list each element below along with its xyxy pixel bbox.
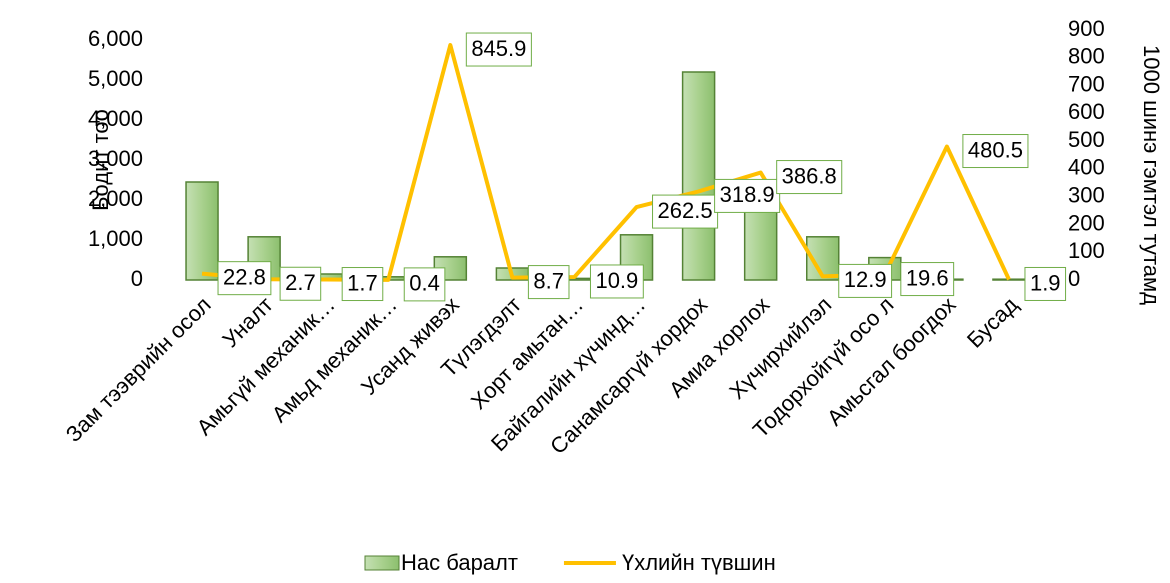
value-label-text: 2.7	[285, 270, 316, 295]
value-label: 19.6	[900, 262, 955, 297]
value-label-box	[341, 267, 384, 302]
y-tick-label: 0	[131, 266, 143, 291]
value-label-text: 8.7	[533, 268, 564, 293]
value-label-box	[900, 262, 955, 297]
value-label-text: 19.6	[906, 265, 949, 290]
legend-label: Нас баралт	[401, 550, 518, 575]
value-label-text: 0.4	[409, 271, 440, 296]
y2-tick-label: 300	[1068, 182, 1105, 207]
value-label-text: 12.9	[844, 267, 887, 292]
y-tick-label: 4,000	[88, 106, 143, 131]
x-tick-label: Бусад	[962, 292, 1023, 353]
value-label: 12.9	[838, 263, 893, 298]
value-label: 1.9	[1024, 266, 1067, 301]
value-label-box	[962, 134, 1029, 169]
y-tick-label: 1,000	[88, 226, 143, 251]
y-tick-label: 2,000	[88, 186, 143, 211]
value-label: 22.8	[217, 261, 272, 296]
value-label-text: 10.9	[595, 268, 638, 293]
value-label: 1.7	[341, 267, 384, 302]
value-label-box	[776, 160, 843, 195]
y-tick-label: 3,000	[88, 146, 143, 171]
y2-tick-label: 400	[1068, 155, 1105, 180]
value-label-text: 386.8	[782, 163, 837, 188]
x-tick-label: Хорт амьтан…	[466, 292, 588, 414]
legend: Нас баралт Үхлийн түвшин	[364, 550, 776, 575]
value-label-box	[652, 194, 719, 229]
value-label-text: 1.7	[347, 270, 378, 295]
value-label-text: 262.5	[658, 198, 713, 223]
y-tick-label: 5,000	[88, 66, 143, 91]
y2-tick-label: 700	[1068, 71, 1105, 96]
value-label-text: 22.8	[223, 264, 266, 289]
value-label: 386.8	[776, 160, 843, 195]
y2-axis-title: 1000 шинэ гэмтэл тутамд	[1139, 45, 1164, 305]
value-label: 480.5	[962, 134, 1029, 169]
legend-swatch	[364, 555, 400, 571]
value-label-box	[714, 178, 781, 213]
value-label: 2.7	[279, 266, 322, 301]
value-label-text: 1.9	[1030, 270, 1061, 295]
value-label: 8.7	[527, 265, 570, 300]
y2-tick-label: 500	[1068, 127, 1105, 152]
value-label-box	[1024, 266, 1067, 301]
value-label-text: 318.9	[720, 182, 775, 207]
bar	[681, 71, 716, 281]
value-label-box	[589, 264, 644, 299]
y2-tick-label: 800	[1068, 44, 1105, 69]
x-tick-label: Уналт	[217, 292, 277, 352]
value-label: 262.5	[652, 194, 719, 229]
value-label: 845.9	[465, 32, 532, 67]
y2-tick-label: 0	[1068, 266, 1080, 291]
value-label-box	[217, 261, 272, 296]
value-label-box	[838, 263, 893, 298]
value-label: 0.4	[403, 267, 446, 302]
value-label-box	[527, 265, 570, 300]
y2-tick-label: 200	[1068, 210, 1105, 235]
legend-label: Үхлийн түвшин	[622, 550, 776, 575]
value-label-text: 480.5	[968, 137, 1023, 162]
bar	[743, 201, 778, 281]
value-label: 10.9	[589, 264, 644, 299]
y-axis-title: Бодит тоо	[88, 109, 113, 211]
bar	[185, 181, 219, 281]
value-label-box	[279, 266, 322, 301]
value-label-box	[465, 32, 532, 67]
value-label-box	[403, 267, 446, 302]
value-label-text: 845.9	[471, 36, 526, 61]
y-tick-label: 6,000	[88, 26, 143, 51]
y2-tick-label: 900	[1068, 16, 1105, 41]
value-label: 318.9	[714, 178, 781, 213]
y2-tick-label: 100	[1068, 238, 1105, 263]
y2-tick-label: 600	[1068, 99, 1105, 124]
line	[201, 43, 1011, 282]
